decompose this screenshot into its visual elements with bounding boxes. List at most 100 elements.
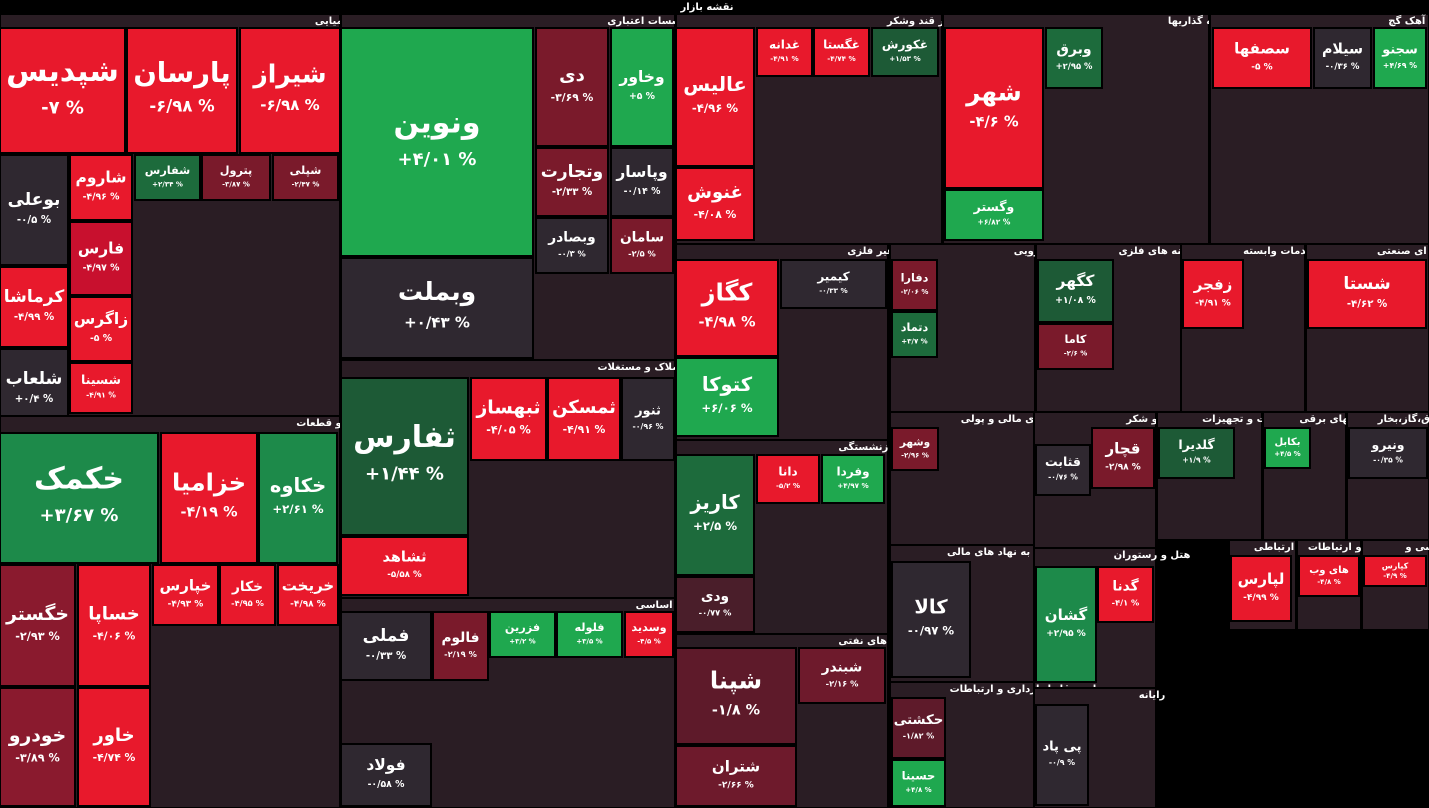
tile-name: ثنور xyxy=(634,404,661,419)
tile xyxy=(340,257,534,359)
tile-change: -۰/۳۳ % xyxy=(819,286,847,295)
tile-name: کاریز xyxy=(689,491,740,514)
tile xyxy=(0,27,126,154)
tile-name: خکاوه xyxy=(270,474,326,497)
tile-name: شپنا xyxy=(710,667,762,695)
tile-change: -۰/۳۵ % xyxy=(1373,456,1403,465)
tile-name: فالوم xyxy=(441,630,479,646)
tile xyxy=(239,27,341,154)
tile-change: -۲/۱۶ % xyxy=(826,678,859,688)
tile xyxy=(1035,444,1091,496)
sector-title: استخراج کانه های فلزی xyxy=(1118,246,1235,257)
tile-name: غکورش xyxy=(882,37,928,52)
tile-change: -۵ % xyxy=(90,333,113,344)
tile-change: -۲/۰۶ % xyxy=(901,288,929,296)
tile-name: وبرق xyxy=(1056,42,1091,58)
tile-name: ونیرو xyxy=(1370,437,1404,452)
tile-name: سصفها xyxy=(1234,40,1290,58)
tile-change: +۳/۵ % xyxy=(576,637,602,645)
sector-title: انبوه سازی، املاک و مستغلات xyxy=(597,362,744,373)
tile xyxy=(258,432,338,564)
tile xyxy=(944,189,1044,241)
tile xyxy=(1097,566,1154,623)
tile-name: شپدیس xyxy=(6,54,119,89)
tile-change: -۴/۹۹ % xyxy=(14,312,54,323)
tile-change: -۴/۹۶ % xyxy=(83,191,121,202)
tile-name: ثشاهد xyxy=(382,549,426,565)
tile-name: خریخت xyxy=(282,577,334,595)
tile xyxy=(1091,427,1155,489)
tile-name: خساپا xyxy=(88,604,140,625)
tile-name: شستا xyxy=(1343,274,1390,294)
tile-name: کرماشا xyxy=(4,287,65,307)
tile xyxy=(675,167,755,241)
tile-name: غدانه xyxy=(769,37,800,51)
tile-change: +۲/۶۱ % xyxy=(272,502,324,516)
tile xyxy=(1307,259,1427,329)
tile-name: کگهر xyxy=(1056,271,1096,290)
sector-title: عرضه برق،گاز،بخار xyxy=(1377,412,1429,425)
tile xyxy=(821,454,885,504)
tile-name: وبملت xyxy=(398,277,476,307)
tile xyxy=(1158,427,1235,479)
tile-change: -۳/۸۹ % xyxy=(15,751,60,764)
tile-change: +۴/۸ % xyxy=(905,786,931,794)
tile xyxy=(891,697,946,759)
tile xyxy=(432,611,489,681)
tile-change: -۲/۵ % xyxy=(628,248,656,258)
tile xyxy=(624,611,674,658)
tile xyxy=(0,687,76,807)
tile-name: وشهر xyxy=(899,437,930,449)
tile-name: دفارا xyxy=(901,271,929,284)
tile-change: +۴/۵ % xyxy=(1274,450,1300,458)
tile-change: -۵ % xyxy=(1251,63,1272,73)
tile-name: شیراز xyxy=(251,60,326,90)
tile xyxy=(675,745,797,807)
tile-name: شپلی xyxy=(290,164,322,177)
tile xyxy=(77,564,151,687)
tile-name: خگستر xyxy=(5,602,69,625)
tile-name: وسدید xyxy=(631,621,666,634)
tile-name: بکابل xyxy=(1274,437,1300,448)
tile-change: -۲/۹۳ % xyxy=(15,630,60,643)
tile xyxy=(0,266,69,348)
tile-name: بوعلی xyxy=(8,190,61,210)
tile-change: +۵ % xyxy=(629,91,656,102)
tile-name: کپارس xyxy=(1382,562,1409,572)
tile xyxy=(556,611,623,658)
tile-change: -۷ % xyxy=(41,98,84,119)
tile-name: فزرین xyxy=(505,621,540,634)
tile-change: -۰/۳۶ % xyxy=(1326,62,1360,72)
tile-name: خودرو xyxy=(8,725,66,746)
tile-name: دی xyxy=(559,65,585,86)
tile-change: -۵/۵۸ % xyxy=(387,570,422,580)
tile-change: -۴/۰۶ % xyxy=(93,629,136,642)
tile-change: +۱/۵۳ % xyxy=(889,54,921,63)
tile-change: -۰/۷۶ % xyxy=(1048,473,1078,482)
tile xyxy=(489,611,556,658)
tile-change: -۴/۹۶ % xyxy=(692,101,739,115)
tile xyxy=(69,154,133,221)
tile-change: -۳/۶۹ % xyxy=(551,91,594,104)
tile xyxy=(610,27,674,147)
tile xyxy=(610,217,674,274)
tile xyxy=(69,221,133,296)
tile-name: وفردا xyxy=(836,464,869,479)
tile xyxy=(535,27,609,147)
tile-name: گلدیرا xyxy=(1178,437,1215,452)
tile-name: کتوکا xyxy=(702,373,753,396)
tile xyxy=(1373,27,1427,89)
tile-name: کالا xyxy=(914,595,948,618)
tile-name: عالیس xyxy=(683,73,747,96)
tile-name: دتماد xyxy=(901,321,929,334)
tile-change: -۴/۶ % xyxy=(969,114,1019,131)
tile-change: -۴/۰۸ % xyxy=(694,208,737,221)
sector-title: زراعت و خدمات وابسته xyxy=(1243,246,1359,257)
tile xyxy=(1313,27,1372,89)
tile xyxy=(675,357,779,437)
tile-name: پی پاد xyxy=(1043,740,1082,755)
tile-name: قثابت xyxy=(1045,454,1081,469)
sector-title: سیمان آهک گچ xyxy=(1388,14,1429,27)
sector-title: کانی غیر فلزی xyxy=(847,246,921,257)
tile-change: +۶/۸۲ % xyxy=(978,218,1011,227)
